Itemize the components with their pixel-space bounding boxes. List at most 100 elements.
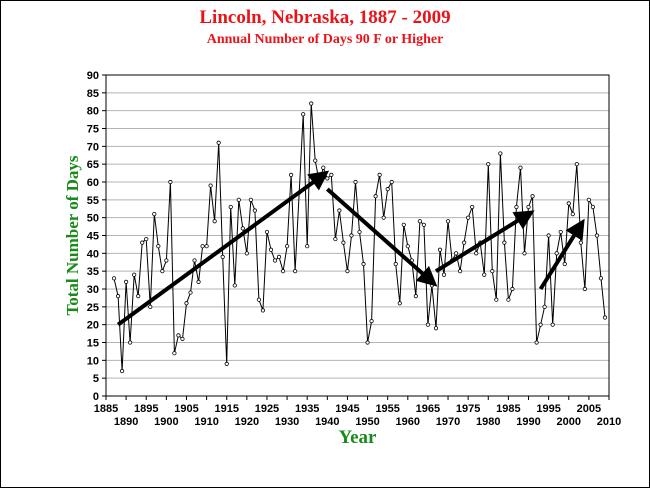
y-tick-label: 20 (87, 320, 99, 332)
x-tick-label: 1900 (154, 416, 178, 428)
data-point (470, 204, 475, 210)
data-point (345, 269, 350, 274)
data-point (293, 269, 298, 274)
data-point (140, 240, 145, 245)
data-point (526, 204, 531, 210)
data-point (284, 244, 290, 249)
data-point (421, 222, 426, 227)
data-point (248, 197, 253, 202)
y-axis-label: Total Number of Days (63, 155, 82, 315)
data-point (156, 244, 161, 249)
data-point (502, 240, 507, 245)
x-tick-label: 1955 (375, 403, 399, 415)
data-point (196, 279, 201, 284)
data-point (276, 254, 282, 259)
x-tick-label: 1925 (255, 403, 279, 415)
data-point (566, 201, 571, 206)
data-point (365, 340, 370, 345)
data-point (289, 172, 294, 177)
data-point (514, 204, 519, 210)
data-point (305, 244, 310, 249)
chart-title: Lincoln, Nebraska, 1887 - 2009 (199, 7, 451, 28)
data-point (268, 247, 274, 252)
data-point (518, 165, 523, 170)
data-point (333, 236, 338, 242)
data-point (453, 251, 459, 256)
x-tick-label: 1975 (456, 403, 480, 415)
data-point (164, 258, 169, 263)
data-point (494, 297, 499, 302)
data-point (128, 340, 133, 345)
data-point (212, 219, 217, 224)
y-tick-label: 75 (87, 124, 99, 136)
data-point (405, 244, 410, 249)
data-point (119, 368, 125, 374)
trend-arrow (434, 210, 535, 273)
data-point (522, 251, 527, 256)
data-point (437, 247, 443, 252)
data-point (244, 251, 249, 256)
x-tick-label: 1985 (496, 403, 520, 415)
y-tick-label: 15 (87, 338, 99, 350)
trend-arrow (538, 218, 585, 291)
data-point (124, 279, 129, 284)
data-point (445, 219, 451, 224)
data-point (280, 269, 286, 274)
data-point (228, 204, 233, 210)
data-point (357, 229, 362, 235)
x-tick-label: 1895 (134, 403, 158, 415)
trend-arrow (116, 170, 330, 327)
data-point (413, 294, 418, 299)
data-point (329, 172, 334, 177)
x-tick-label: 1930 (275, 416, 299, 428)
x-tick-label: 1995 (536, 403, 560, 415)
data-point (538, 322, 543, 327)
data-point (486, 162, 491, 167)
data-point (252, 208, 257, 213)
x-tick-label: 1990 (516, 416, 540, 428)
data-point (160, 269, 165, 274)
data-point (361, 261, 366, 267)
data-point (466, 215, 471, 220)
y-tick-label: 10 (87, 355, 99, 367)
x-tick-label: 1960 (396, 416, 420, 428)
data-point (136, 294, 141, 299)
series-layer (111, 101, 608, 374)
data-point (534, 340, 539, 345)
data-point (594, 233, 600, 238)
x-tick-label: 1920 (235, 416, 259, 428)
x-tick-label: 1945 (335, 403, 359, 415)
data-point (144, 236, 149, 242)
data-point (429, 283, 435, 288)
data-point (506, 297, 511, 302)
data-point (397, 301, 402, 306)
data-point (554, 251, 559, 256)
x-tick-label: 2010 (597, 416, 621, 428)
y-tick-label: 65 (87, 159, 99, 171)
x-axis-ticks: 1885 1895 1905 1915 1925 1935 1945 1955 1965 1975… (94, 396, 621, 428)
data-point (321, 165, 326, 170)
data-point (325, 176, 330, 181)
data-point (264, 229, 270, 235)
x-tick-label: 2000 (557, 416, 581, 428)
y-tick-label: 30 (87, 284, 99, 296)
data-point (562, 261, 567, 267)
data-point (417, 219, 422, 224)
y-tick-label: 25 (87, 302, 99, 314)
data-point (550, 322, 555, 327)
x-tick-label: 1885 (94, 403, 118, 415)
data-point (381, 215, 386, 220)
data-point (176, 333, 181, 338)
data-point (498, 151, 503, 156)
data-point (301, 112, 306, 117)
data-point (168, 179, 173, 185)
data-point (192, 258, 197, 263)
data-point (337, 208, 342, 213)
y-tick-label: 90 (87, 70, 99, 82)
y-tick-label: 35 (87, 266, 99, 278)
data-point (590, 204, 596, 210)
data-point (272, 258, 278, 263)
x-tick-label: 1910 (194, 416, 218, 428)
data-point (260, 308, 266, 313)
